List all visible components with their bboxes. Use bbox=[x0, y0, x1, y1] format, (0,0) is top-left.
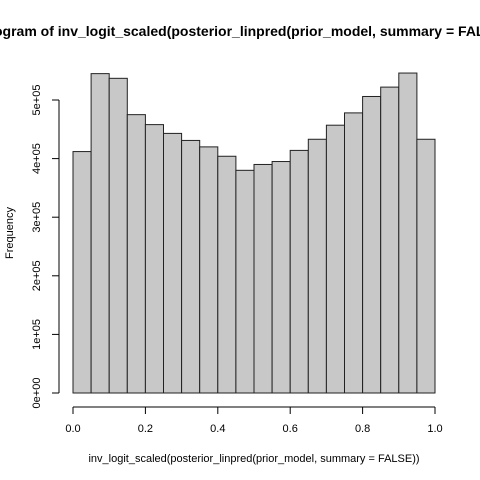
y-tick-label: 2e+05 bbox=[31, 260, 43, 291]
histogram-bar bbox=[381, 87, 399, 393]
x-axis-label: inv_logit_scaled(posterior_linpred(prior… bbox=[88, 453, 419, 465]
y-axis: 0e+00 1e+05 2e+05 3e+05 4e+05 5e+05 bbox=[31, 85, 59, 409]
histogram-bar bbox=[417, 139, 435, 393]
x-tick-label: 1.0 bbox=[427, 423, 442, 435]
y-tick-label: 1e+05 bbox=[31, 319, 43, 350]
y-tick-label: 0e+00 bbox=[31, 378, 43, 409]
histogram-bar bbox=[145, 125, 163, 393]
histogram-bar bbox=[272, 162, 290, 393]
chart-title: Histogram of inv_logit_scaled(posterior_… bbox=[0, 23, 480, 39]
x-axis: 0.0 0.2 0.4 0.6 0.8 1.0 bbox=[65, 407, 442, 435]
histogram-bar bbox=[308, 139, 326, 393]
x-tick-label: 0.8 bbox=[355, 423, 370, 435]
histogram-bar bbox=[399, 73, 417, 393]
y-tick-label: 4e+05 bbox=[31, 143, 43, 174]
y-tick-label: 3e+05 bbox=[31, 202, 43, 233]
histogram-bar bbox=[127, 115, 145, 393]
histogram-bar bbox=[236, 170, 254, 393]
bars-group bbox=[73, 73, 435, 393]
histogram-bar bbox=[218, 156, 236, 393]
histogram-bar bbox=[326, 125, 344, 393]
histogram-bar bbox=[254, 164, 272, 393]
y-axis-label: Frequency bbox=[4, 207, 16, 259]
histogram-bar bbox=[164, 133, 182, 393]
x-tick-label: 0.0 bbox=[65, 423, 80, 435]
histogram-bar bbox=[91, 74, 109, 393]
histogram-bar bbox=[182, 140, 200, 393]
x-tick-label: 0.6 bbox=[283, 423, 298, 435]
histogram-bar bbox=[290, 150, 308, 393]
histogram-bar bbox=[363, 96, 381, 393]
histogram-bar bbox=[109, 78, 127, 393]
histogram-bar bbox=[200, 147, 218, 393]
x-tick-label: 0.2 bbox=[138, 423, 153, 435]
x-tick-label: 0.4 bbox=[210, 423, 225, 435]
histogram-bar bbox=[345, 113, 363, 393]
histogram-bar bbox=[73, 152, 91, 393]
y-tick-label: 5e+05 bbox=[31, 85, 43, 116]
